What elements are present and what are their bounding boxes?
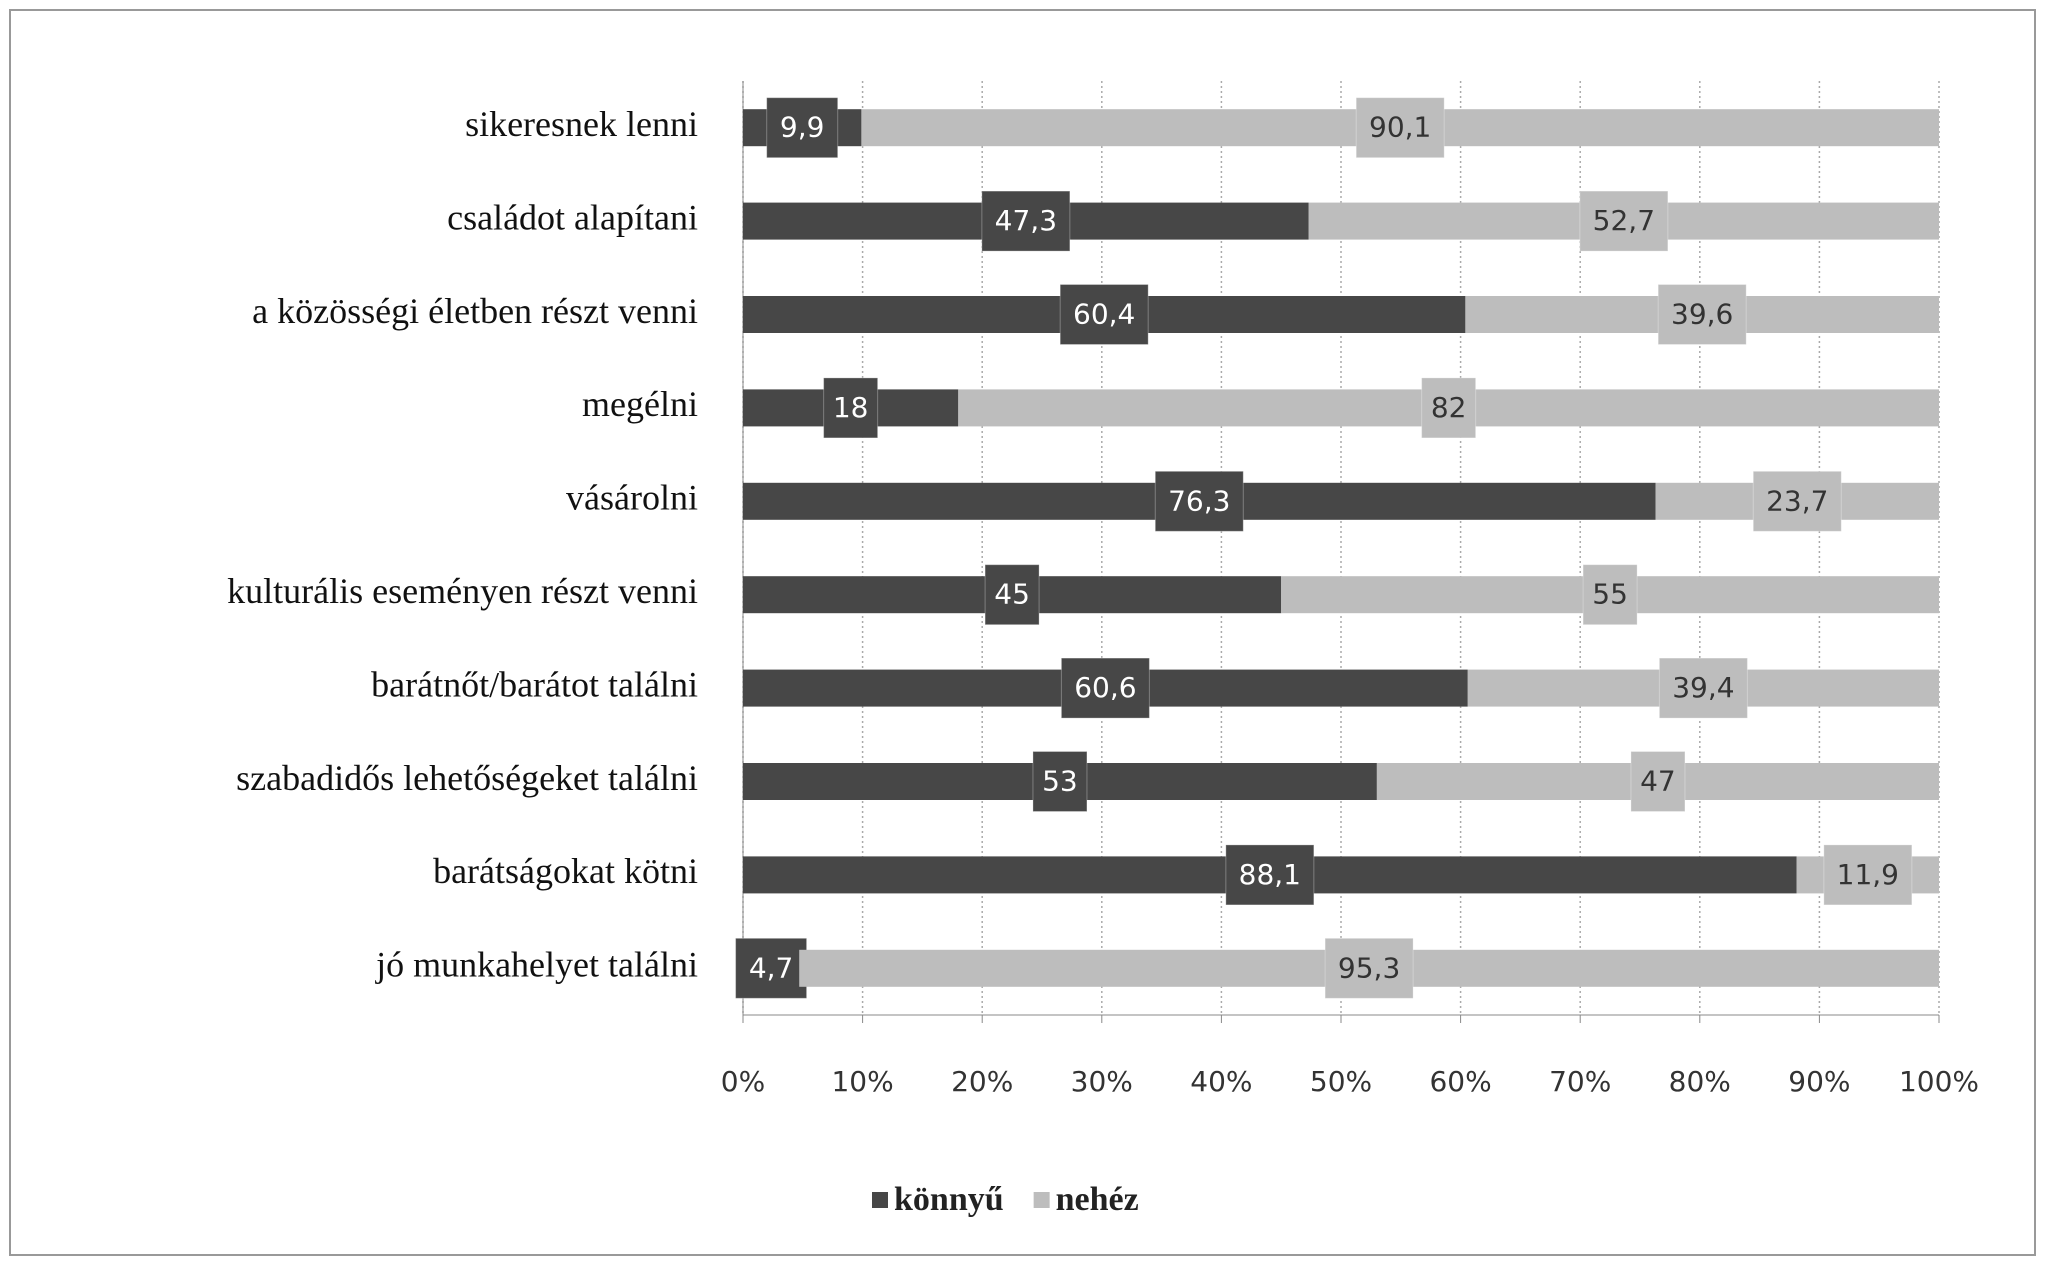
x-tick-label: 90%	[1788, 1065, 1850, 1098]
category-label: jó munkahelyet találni	[374, 945, 698, 985]
x-tick-label: 0%	[721, 1065, 765, 1098]
data-label: 23,7	[1766, 484, 1828, 517]
data-label: 4,7	[749, 951, 794, 984]
label-box	[1059, 284, 1149, 345]
legend-label: nehéz	[1056, 1181, 1139, 1218]
x-tick-label: 70%	[1549, 1065, 1611, 1098]
label-box	[1324, 937, 1414, 999]
label-box	[1579, 190, 1669, 252]
data-label: 47	[1640, 765, 1676, 798]
label-box	[1060, 657, 1150, 719]
label-box	[1154, 470, 1244, 532]
x-tick-label: 60%	[1429, 1065, 1491, 1098]
frame	[9, 9, 2036, 1256]
data-label: 11,9	[1837, 858, 1899, 891]
label-box	[1823, 844, 1913, 906]
legend-label: könnyű	[894, 1181, 1004, 1218]
data-label: 76,3	[1168, 484, 1230, 517]
label-box	[1582, 564, 1638, 626]
data-label: 90,1	[1369, 111, 1431, 144]
label-box	[1355, 97, 1445, 159]
x-tick-label: 30%	[1071, 1065, 1133, 1098]
label-box	[1421, 377, 1477, 439]
label-box	[981, 190, 1071, 252]
x-tick-label: 20%	[951, 1065, 1013, 1098]
label-box	[1032, 751, 1088, 812]
legend-swatch	[1033, 1192, 1050, 1208]
data-label: 39,4	[1672, 671, 1734, 704]
data-label: 88,1	[1239, 858, 1301, 891]
category-label: barátságokat kötni	[433, 851, 698, 891]
data-label: 39,6	[1671, 298, 1733, 331]
category-label: a közösségi életben részt venni	[252, 291, 698, 331]
data-label: 95,3	[1338, 951, 1400, 984]
x-tick-label: 80%	[1669, 1065, 1731, 1098]
data-label: 60,4	[1073, 298, 1135, 331]
label-box	[1225, 844, 1315, 906]
category-label: szabadidős lehetőségeket találni	[236, 758, 698, 798]
label-box	[984, 564, 1040, 626]
x-tick-label: 50%	[1310, 1065, 1372, 1098]
category-label: vásárolni	[566, 478, 698, 518]
legend-swatch	[872, 1192, 888, 1208]
category-label: megélni	[582, 384, 698, 424]
label-box	[735, 937, 808, 999]
data-label: 60,6	[1074, 671, 1136, 704]
data-label: 45	[994, 578, 1030, 611]
x-tick-label: 40%	[1190, 1065, 1252, 1098]
category-label: családot alapítani	[447, 197, 698, 237]
data-label: 55	[1592, 578, 1628, 611]
category-label: sikeresnek lenni	[465, 104, 698, 144]
data-label: 52,7	[1593, 204, 1655, 237]
category-label: barátnőt/barátot találni	[371, 664, 698, 704]
category-label: kulturális eseményen részt venni	[227, 571, 698, 611]
label-box	[766, 97, 839, 159]
label-box	[823, 377, 879, 439]
data-label: 53	[1042, 765, 1078, 798]
data-label: 82	[1431, 391, 1467, 424]
label-box	[1630, 751, 1686, 812]
label-box	[1658, 657, 1748, 719]
label-box	[1657, 284, 1747, 345]
data-label: 18	[833, 391, 869, 424]
x-tick-label: 10%	[831, 1065, 893, 1098]
data-label: 47,3	[995, 204, 1057, 237]
x-tick-label: 100%	[1899, 1065, 1979, 1098]
data-label: 9,9	[780, 111, 825, 144]
label-box	[1752, 470, 1842, 532]
